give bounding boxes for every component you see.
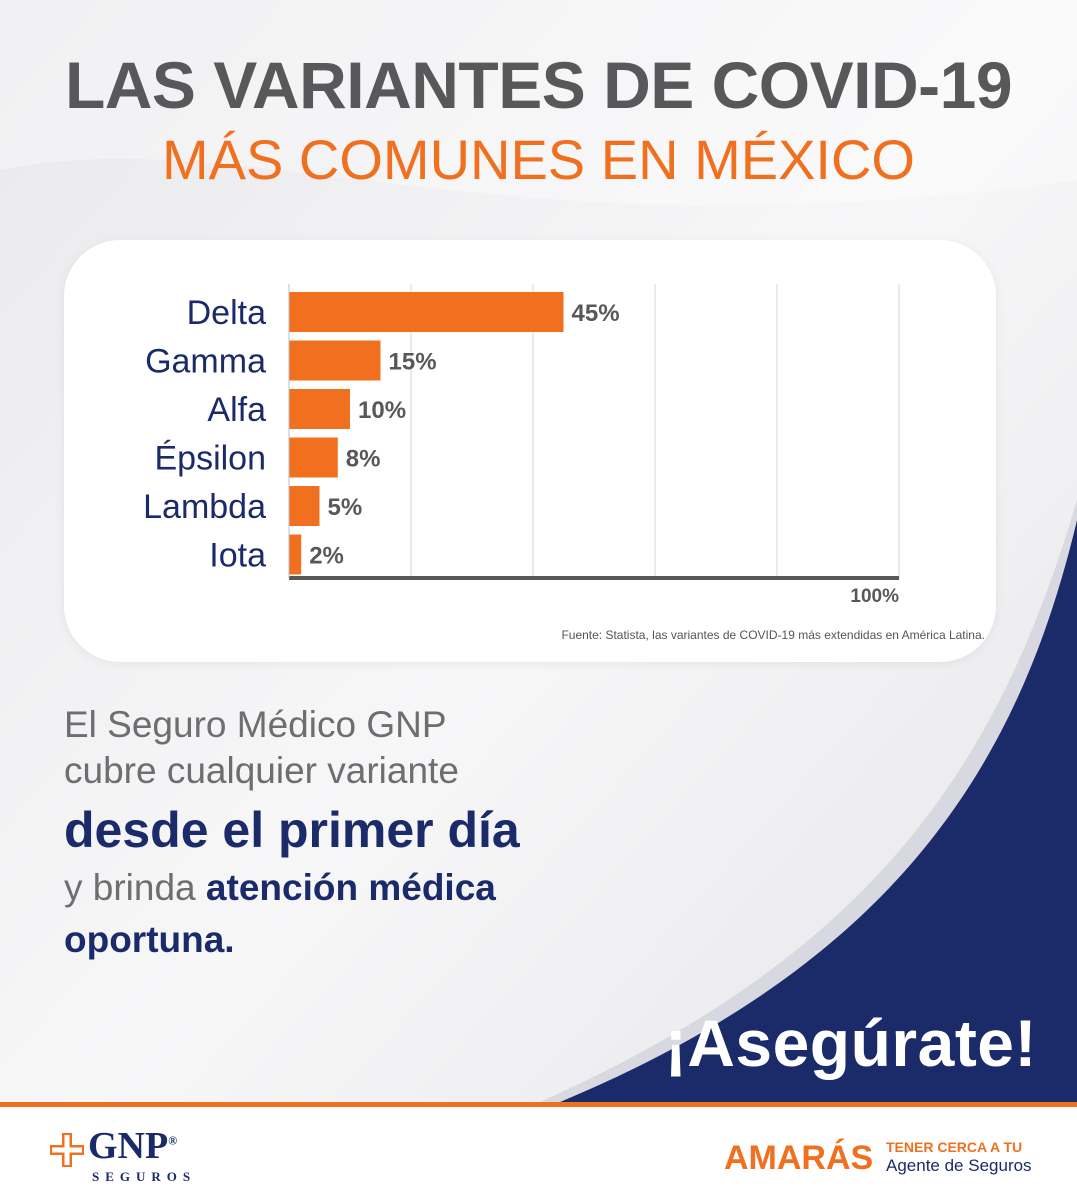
category-label: Épsilon [154, 440, 266, 478]
body-text: El Seguro Médico GNP cubre cualquier var… [64, 702, 684, 966]
value-label: 5% [328, 494, 363, 521]
amaras-slogan: AMARÁS TENER CERCA A TU Agente de Seguro… [724, 1135, 1054, 1185]
navy-swoosh [560, 520, 1077, 1102]
bar [289, 486, 320, 526]
value-label: 8% [346, 446, 381, 473]
chart-source: Fuente: Statista, las variantes de COVID… [561, 628, 985, 642]
category-label: Lambda [143, 488, 266, 526]
gnp-reg: ® [168, 1133, 178, 1148]
body-line4-bold: atención médica [205, 867, 496, 908]
footer: GNP® SEGUROS AMARÁS TENER CERCA A TU Age… [0, 1102, 1077, 1200]
x-tick-label: 100% [850, 586, 899, 607]
amaras-word: AMARÁS [724, 1139, 874, 1177]
gnp-logo: GNP® SEGUROS [50, 1127, 210, 1189]
cta-text: ¡Asegúrate! [664, 1006, 1037, 1080]
amaras-sub2: Agente de Seguros [886, 1156, 1032, 1175]
body-line4-prefix: y brinda [64, 867, 206, 908]
bar [289, 292, 564, 332]
body-line4: y brinda atención médica [64, 862, 684, 914]
amaras-sub1: TENER CERCA A TU [886, 1139, 1023, 1155]
category-label: Alfa [207, 391, 266, 429]
title-line2: MÁS COMUNES EN MÉXICO [162, 128, 915, 191]
gnp-cross-icon [50, 1133, 84, 1167]
body-line1: El Seguro Médico GNP [64, 704, 447, 745]
category-label: Gamma [145, 343, 266, 381]
bar [289, 340, 381, 381]
title-line1: LAS VARIANTES DE COVID-19 [64, 48, 1013, 122]
category-label: Delta [187, 294, 266, 332]
body-line3: desde el primer día [64, 802, 520, 858]
bar [289, 534, 302, 575]
gnp-name: GNP [88, 1125, 169, 1167]
bar [289, 437, 338, 478]
body-line2: cubre cualquier variante [64, 750, 459, 791]
body-line5: oportuna. [64, 919, 235, 960]
bar [289, 389, 350, 429]
gnp-subtitle: SEGUROS [92, 1169, 197, 1184]
value-label: 45% [572, 300, 620, 327]
gnp-wordmark: GNP® [88, 1127, 177, 1165]
value-label: 10% [358, 397, 406, 424]
value-label: 15% [389, 349, 437, 376]
value-label: 2% [309, 543, 344, 570]
category-label: Iota [209, 537, 266, 575]
